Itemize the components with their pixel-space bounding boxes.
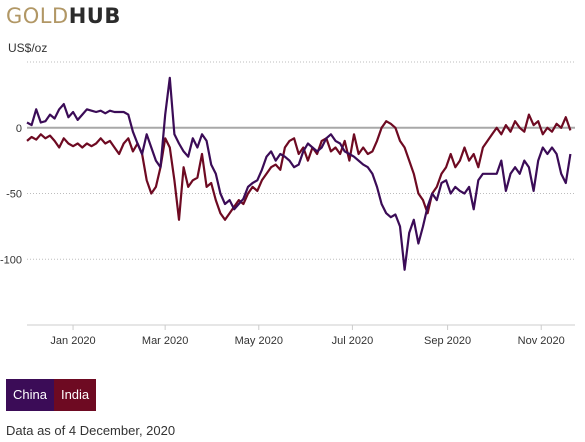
series-line-india [26,113,572,221]
x-tick-label: Mar 2020 [142,335,188,347]
x-tick-label: Sep 2020 [424,335,471,347]
logo-gold-text: GOLD [6,4,69,28]
x-tick-label: Nov 2020 [518,335,565,347]
series-line-china [26,76,572,271]
x-tick-label: Jul 2020 [332,335,374,347]
data-as-of-note: Data as of 4 December, 2020 [6,423,176,438]
y-axis-unit-label: US$/oz [8,41,48,55]
legend-item-india[interactable]: India [53,379,97,411]
logo-hub-text: HUB [68,4,121,28]
legend: China India [6,379,97,411]
goldhub-logo: GOLDHUB [6,4,121,28]
x-tick-label: Jan 2020 [50,335,95,347]
x-tick-label: May 2020 [235,335,283,347]
y-tick-label: -100 [0,254,22,266]
legend-item-china[interactable]: China [6,379,54,411]
y-tick-label: -50 [6,189,22,201]
premium-line-chart: 0 -50 -100 Jan 2020 Mar 2020 May 2020 Jul 2020… [0,61,575,347]
y-tick-label: 0 [16,123,22,135]
